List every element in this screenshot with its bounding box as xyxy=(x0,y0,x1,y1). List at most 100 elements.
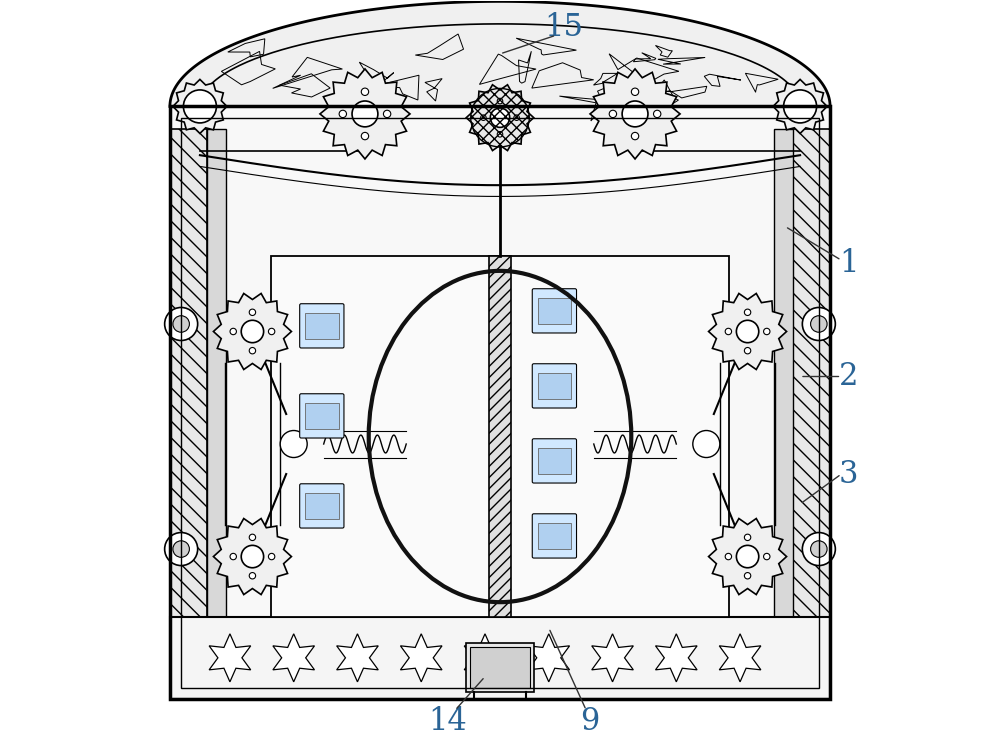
Circle shape xyxy=(339,110,347,117)
Polygon shape xyxy=(337,634,378,681)
Circle shape xyxy=(802,532,835,566)
FancyBboxPatch shape xyxy=(532,364,577,408)
Polygon shape xyxy=(466,85,534,151)
Text: 1: 1 xyxy=(839,248,859,279)
Bar xyxy=(774,129,793,677)
Circle shape xyxy=(785,104,789,108)
Polygon shape xyxy=(709,294,787,370)
Circle shape xyxy=(230,553,236,559)
Circle shape xyxy=(183,90,216,123)
Polygon shape xyxy=(528,634,570,681)
Bar xyxy=(271,257,729,617)
Circle shape xyxy=(497,99,503,104)
Polygon shape xyxy=(209,634,251,681)
Polygon shape xyxy=(709,519,787,595)
Bar xyxy=(793,129,830,677)
Circle shape xyxy=(631,133,639,140)
Bar xyxy=(170,106,830,699)
Circle shape xyxy=(268,328,275,334)
Polygon shape xyxy=(170,2,830,106)
Circle shape xyxy=(802,307,835,340)
Bar xyxy=(207,129,226,677)
Circle shape xyxy=(361,133,369,140)
Circle shape xyxy=(811,104,816,108)
Circle shape xyxy=(653,110,661,117)
Polygon shape xyxy=(173,79,227,133)
Circle shape xyxy=(497,132,503,137)
Circle shape xyxy=(361,88,369,96)
Bar xyxy=(170,129,207,677)
Polygon shape xyxy=(213,294,291,370)
Circle shape xyxy=(736,545,759,568)
Bar xyxy=(538,373,571,399)
Circle shape xyxy=(764,553,770,559)
Circle shape xyxy=(198,91,202,96)
Bar xyxy=(170,106,830,699)
Circle shape xyxy=(241,545,264,568)
Circle shape xyxy=(165,532,198,566)
Circle shape xyxy=(693,431,720,458)
Circle shape xyxy=(736,320,759,343)
Circle shape xyxy=(230,328,236,334)
Circle shape xyxy=(249,347,256,354)
Circle shape xyxy=(184,104,189,108)
Circle shape xyxy=(249,534,256,541)
Circle shape xyxy=(622,101,648,127)
Circle shape xyxy=(192,99,208,114)
Circle shape xyxy=(811,541,827,557)
Bar xyxy=(170,617,830,699)
Polygon shape xyxy=(273,634,314,681)
FancyBboxPatch shape xyxy=(532,439,577,483)
Text: 15: 15 xyxy=(544,12,583,43)
Circle shape xyxy=(798,117,802,122)
Circle shape xyxy=(744,309,751,316)
Circle shape xyxy=(481,115,486,120)
FancyBboxPatch shape xyxy=(300,483,344,528)
Circle shape xyxy=(490,108,510,127)
Circle shape xyxy=(268,553,275,559)
Circle shape xyxy=(725,553,732,559)
Circle shape xyxy=(280,431,307,458)
Polygon shape xyxy=(773,79,827,133)
Polygon shape xyxy=(590,69,680,159)
Circle shape xyxy=(744,534,751,541)
Circle shape xyxy=(811,316,827,332)
Circle shape xyxy=(173,541,189,557)
Circle shape xyxy=(249,309,256,316)
Bar xyxy=(305,312,339,339)
Circle shape xyxy=(784,90,817,123)
Polygon shape xyxy=(400,634,442,681)
Circle shape xyxy=(631,88,639,96)
Bar xyxy=(470,647,530,687)
Text: 14: 14 xyxy=(428,706,467,737)
Circle shape xyxy=(198,117,202,122)
Bar xyxy=(538,448,571,474)
Circle shape xyxy=(744,572,751,579)
Bar xyxy=(305,492,339,519)
Text: 9: 9 xyxy=(580,706,600,737)
FancyBboxPatch shape xyxy=(532,288,577,333)
Circle shape xyxy=(514,115,519,120)
Polygon shape xyxy=(464,634,506,681)
FancyBboxPatch shape xyxy=(300,303,344,348)
Polygon shape xyxy=(656,634,697,681)
Bar xyxy=(489,257,511,617)
Text: 2: 2 xyxy=(839,361,859,392)
Circle shape xyxy=(173,316,189,332)
Polygon shape xyxy=(213,519,291,595)
Polygon shape xyxy=(719,634,761,681)
Circle shape xyxy=(798,91,802,96)
Circle shape xyxy=(725,328,732,334)
Circle shape xyxy=(744,347,751,354)
Circle shape xyxy=(764,328,770,334)
Circle shape xyxy=(383,110,391,117)
Text: 3: 3 xyxy=(839,459,859,489)
Circle shape xyxy=(609,110,617,117)
Bar xyxy=(538,297,571,324)
Bar xyxy=(466,643,534,691)
Circle shape xyxy=(165,307,198,340)
FancyBboxPatch shape xyxy=(532,514,577,558)
Polygon shape xyxy=(320,69,410,159)
Bar xyxy=(538,523,571,549)
Polygon shape xyxy=(592,634,633,681)
